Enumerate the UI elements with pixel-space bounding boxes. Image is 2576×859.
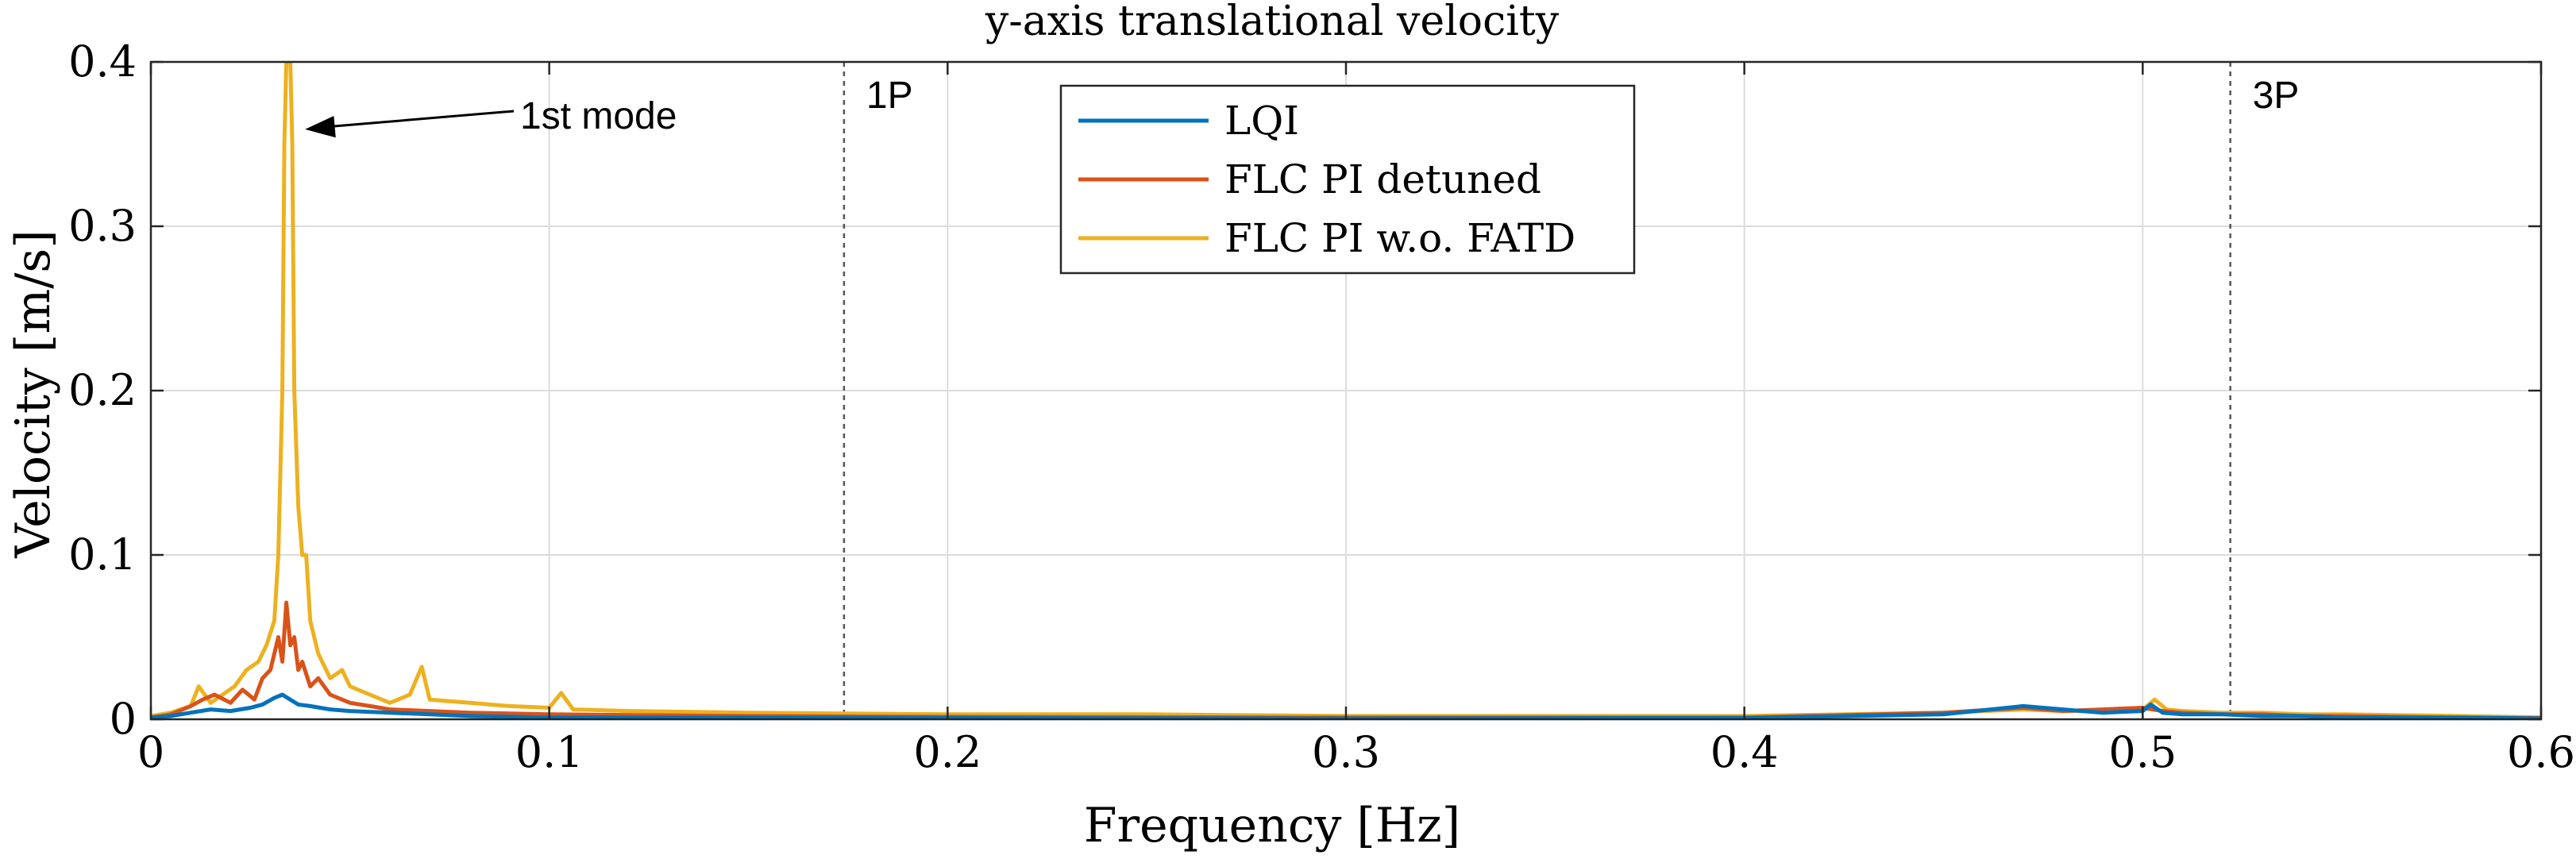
vline-label-3p: 3P (2253, 75, 2300, 117)
vertical-markers: 1P 3P (843, 62, 2300, 719)
series-line-0 (151, 692, 2541, 719)
x-tick-label: 0.2 (913, 727, 981, 777)
x-tick-label: 0 (137, 727, 164, 777)
legend-label-1: FLC PI detuned (1224, 156, 1541, 202)
y-tick-label: 0.3 (68, 201, 137, 251)
x-tick-label: 0.1 (515, 727, 584, 777)
series-lines (151, 62, 2541, 719)
legend-label-0: LQI (1224, 98, 1299, 144)
y-tick-label: 0.4 (68, 37, 137, 87)
annotations: 1st mode (305, 95, 677, 138)
annotation-arrow-head (305, 115, 336, 138)
legend-label-2: FLC PI w.o. FATD (1224, 215, 1575, 261)
y-axis-label: Velocity [m/s] (6, 229, 61, 558)
x-axis-label: Frequency [Hz] (1084, 798, 1460, 853)
x-tick-label: 0.3 (1312, 727, 1380, 777)
y-tick-label: 0.1 (68, 530, 137, 580)
chart-title: y-axis translational velocity (985, 0, 1560, 45)
y-tick-label: 0 (110, 694, 137, 744)
annotation-arrow-shaft (326, 110, 515, 129)
axis-ticks: 0 0.1 0.2 0.3 0.4 0.5 0.6 0 0.1 0.2 0.3 0.4 (68, 37, 2575, 777)
y-tick-label: 0.2 (68, 365, 137, 415)
x-tick-label: 0.6 (2507, 727, 2575, 777)
legend: LQI FLC PI detuned FLC PI w.o. FATD (1059, 84, 1636, 275)
x-tick-label: 0.4 (1710, 727, 1779, 777)
x-tick-label: 0.5 (2108, 727, 2177, 777)
annotation-label: 1st mode (520, 95, 677, 137)
vline-label-1p: 1P (866, 75, 913, 117)
